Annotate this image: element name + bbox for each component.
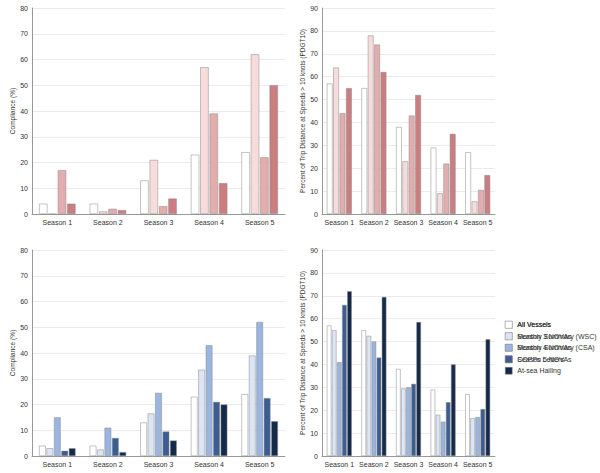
svg-text:Season 1: Season 1	[43, 461, 73, 468]
svg-text:Percent of Trip Distance at Sp: Percent of Trip Distance at Speeds > 10 …	[299, 271, 307, 435]
svg-text:70: 70	[310, 292, 318, 299]
svg-text:30: 30	[20, 375, 28, 382]
svg-text:80: 80	[20, 247, 28, 254]
svg-text:All Vessels: All Vessels	[517, 321, 551, 328]
svg-text:Season 4: Season 4	[194, 461, 224, 468]
svg-text:Season 2: Season 2	[359, 461, 389, 468]
svg-text:90: 90	[310, 5, 318, 12]
svg-text:Season 4: Season 4	[194, 219, 224, 226]
svg-text:50: 50	[20, 82, 28, 89]
svg-text:Season 2: Season 2	[93, 219, 123, 226]
svg-text:20: 20	[310, 407, 318, 414]
svg-text:80: 80	[310, 269, 318, 276]
svg-text:90: 90	[310, 247, 318, 254]
svg-text:Season 4: Season 4	[428, 461, 458, 468]
svg-text:Season 5: Season 5	[463, 461, 493, 468]
svg-text:60: 60	[310, 73, 318, 80]
svg-text:30: 30	[310, 384, 318, 391]
svg-text:Compliance (%): Compliance (%)	[9, 88, 17, 134]
svg-text:Season 5: Season 5	[245, 219, 275, 226]
svg-text:60: 60	[20, 56, 28, 63]
svg-text:10: 10	[20, 427, 28, 434]
svg-text:70: 70	[310, 50, 318, 57]
svg-text:Season 5: Season 5	[463, 219, 493, 226]
svg-text:Season 2: Season 2	[93, 461, 123, 468]
svg-text:Season 1: Season 1	[325, 461, 355, 468]
svg-text:70: 70	[20, 272, 28, 279]
svg-text:10: 10	[20, 185, 28, 192]
svg-text:10: 10	[310, 430, 318, 437]
svg-text:50: 50	[310, 96, 318, 103]
svg-text:50: 50	[310, 338, 318, 345]
svg-text:50: 50	[20, 324, 28, 331]
svg-text:0: 0	[314, 211, 318, 218]
svg-text:80: 80	[310, 27, 318, 34]
svg-text:40: 40	[310, 119, 318, 126]
svg-text:All Vessels: All Vessels	[517, 321, 551, 328]
svg-text:0: 0	[24, 453, 28, 460]
svg-text:Season 3: Season 3	[394, 219, 424, 226]
svg-text:Season 1: Season 1	[43, 219, 73, 226]
svg-text:Season 5: Season 5	[245, 461, 275, 468]
svg-text:80: 80	[20, 5, 28, 12]
svg-text:Season 5 NOVAs: Season 5 NOVAs	[517, 356, 572, 363]
svg-text:70: 70	[20, 30, 28, 37]
svg-text:Season 1: Season 1	[325, 219, 355, 226]
svg-text:Compliance (%): Compliance (%)	[9, 330, 17, 376]
svg-text:40: 40	[310, 361, 318, 368]
svg-text:COPPs Letters: COPPs Letters	[517, 356, 564, 363]
svg-text:30: 30	[20, 133, 28, 140]
svg-text:60: 60	[20, 298, 28, 305]
svg-text:0: 0	[314, 453, 318, 460]
svg-text:20: 20	[20, 401, 28, 408]
svg-text:60: 60	[310, 315, 318, 322]
svg-text:20: 20	[20, 159, 28, 166]
svg-text:Percent of Trip Distance at Sp: Percent of Trip Distance at Speeds > 10 …	[299, 29, 307, 193]
svg-text:Season 3: Season 3	[144, 461, 174, 468]
svg-text:Monthly Summary (WSC): Monthly Summary (WSC)	[517, 333, 596, 341]
svg-text:Season 4: Season 4	[428, 219, 458, 226]
svg-text:At-sea Hailing: At-sea Hailing	[517, 367, 561, 375]
svg-text:40: 40	[20, 350, 28, 357]
svg-text:30: 30	[310, 142, 318, 149]
svg-text:Monthly Summary (CSA): Monthly Summary (CSA)	[517, 344, 594, 352]
svg-text:20: 20	[310, 165, 318, 172]
svg-text:10: 10	[310, 188, 318, 195]
svg-text:0: 0	[24, 211, 28, 218]
svg-text:Season 3: Season 3	[144, 219, 174, 226]
svg-text:40: 40	[20, 108, 28, 115]
svg-text:Season 2: Season 2	[359, 219, 389, 226]
svg-text:Season 3: Season 3	[394, 461, 424, 468]
